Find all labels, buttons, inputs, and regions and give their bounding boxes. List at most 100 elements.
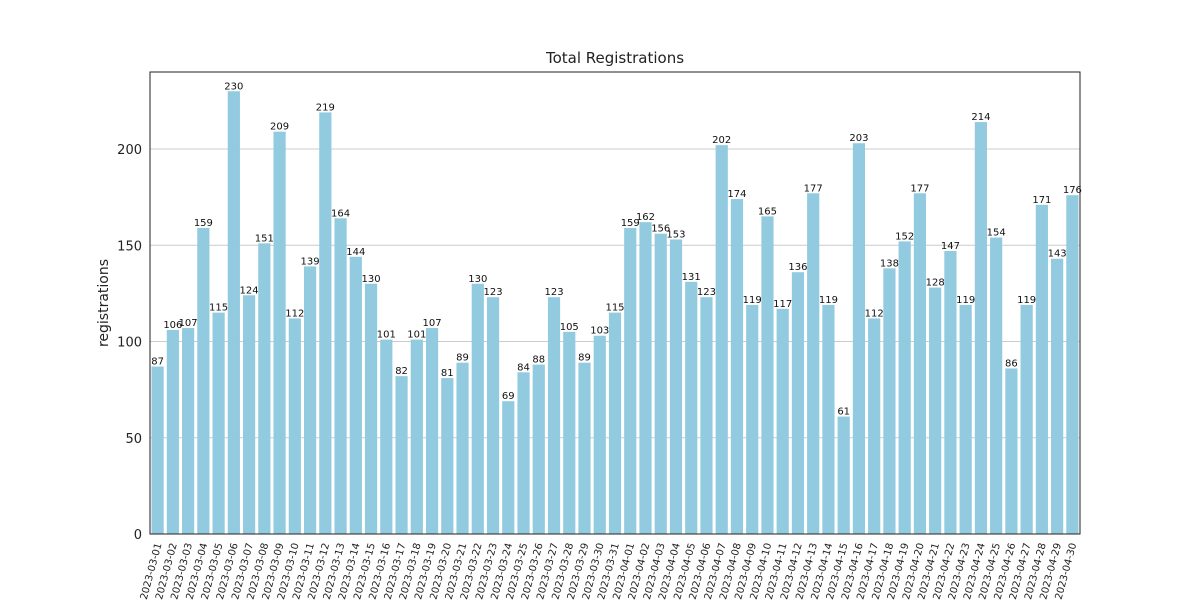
data-label: 112: [865, 308, 884, 319]
bar: [868, 318, 881, 534]
data-label: 177: [910, 183, 929, 194]
bar: [288, 318, 301, 534]
data-label: 89: [456, 353, 469, 364]
bar: [197, 227, 210, 535]
data-label: 89: [578, 353, 591, 364]
data-label: 139: [301, 256, 320, 267]
bar: [166, 329, 179, 534]
bar: [944, 251, 957, 534]
bar: [578, 362, 591, 534]
bar: [258, 243, 271, 534]
bar: [593, 335, 606, 534]
data-label: 138: [880, 258, 899, 269]
bar: [913, 193, 927, 534]
bar: [776, 308, 789, 534]
bar: [532, 364, 545, 534]
data-label: 154: [987, 228, 1006, 239]
bar: [319, 112, 332, 535]
data-label: 115: [605, 303, 624, 314]
data-label: 101: [377, 330, 396, 341]
bar: [212, 312, 225, 534]
chart-title: Total Registrations: [545, 49, 684, 67]
data-label: 86: [1005, 358, 1018, 369]
data-label: 115: [209, 303, 228, 314]
data-labels-group: 8710610715911523012415120911213921916414…: [151, 81, 1082, 417]
bar: [471, 283, 484, 534]
data-label: 209: [270, 122, 289, 133]
bar: [243, 295, 256, 534]
x-ticks-group: 2023-03-012023-03-022023-03-032023-03-04…: [139, 542, 1079, 600]
plot-frame: [149, 71, 1081, 535]
bar: [715, 145, 728, 534]
data-label: 176: [1063, 185, 1082, 196]
data-label: 177: [804, 183, 823, 194]
data-label: 84: [517, 362, 530, 373]
data-label: 152: [895, 231, 914, 242]
bar: [837, 416, 850, 534]
data-label: 107: [179, 318, 198, 329]
bar: [334, 218, 347, 535]
data-label: 131: [682, 272, 701, 283]
bar: [624, 227, 637, 535]
bar: [1066, 195, 1079, 534]
data-label: 103: [590, 326, 609, 337]
data-label: 81: [441, 368, 454, 379]
bar: [1035, 204, 1048, 534]
data-label: 153: [666, 229, 685, 240]
bar: [441, 378, 454, 534]
bar: [227, 91, 240, 534]
data-label: 164: [331, 208, 350, 219]
y-tick-label: 100: [117, 336, 142, 351]
data-label: 101: [407, 330, 426, 341]
data-label: 123: [697, 287, 716, 298]
data-label: 202: [712, 135, 731, 146]
bar: [883, 268, 896, 534]
data-label: 130: [468, 274, 487, 285]
bar: [974, 122, 987, 535]
data-label: 128: [926, 278, 945, 289]
bar: [746, 304, 759, 534]
bar: [1051, 258, 1064, 534]
bar: [1005, 368, 1018, 534]
data-label: 159: [194, 218, 213, 229]
bar: [303, 266, 317, 534]
bar: [761, 216, 774, 534]
data-label: 107: [423, 318, 442, 329]
bar: [151, 366, 164, 534]
bar: [456, 362, 469, 534]
data-label: 119: [743, 295, 762, 306]
y-axis-label: registrations: [96, 259, 112, 347]
data-label: 174: [727, 189, 746, 200]
y-tick-label: 200: [117, 143, 142, 158]
data-label: 230: [224, 81, 243, 92]
data-label: 147: [941, 241, 960, 252]
data-label: 61: [837, 407, 850, 418]
bar: [380, 339, 393, 534]
bar: [273, 131, 286, 535]
data-label: 162: [636, 212, 655, 223]
bar: [959, 304, 972, 534]
data-label: 151: [255, 233, 274, 244]
data-label: 119: [1017, 295, 1036, 306]
data-label: 171: [1032, 195, 1051, 206]
data-label: 143: [1048, 249, 1067, 260]
data-label: 87: [151, 357, 164, 368]
bar: [669, 239, 683, 534]
data-label: 88: [532, 355, 545, 366]
bars-group: [151, 91, 1079, 535]
bar: [410, 339, 423, 534]
bar: [685, 281, 698, 534]
bar: [563, 331, 576, 534]
bar: [654, 233, 667, 534]
bar: [852, 143, 866, 534]
bar: [639, 222, 652, 534]
data-label: 117: [773, 299, 792, 310]
bar: [700, 297, 713, 534]
data-label: 136: [788, 262, 807, 273]
bar: [730, 199, 744, 535]
bar: [990, 237, 1003, 535]
data-label: 214: [971, 112, 990, 123]
y-ticks-group: 0 50 100 150 200: [117, 143, 142, 543]
bar: [425, 328, 439, 534]
